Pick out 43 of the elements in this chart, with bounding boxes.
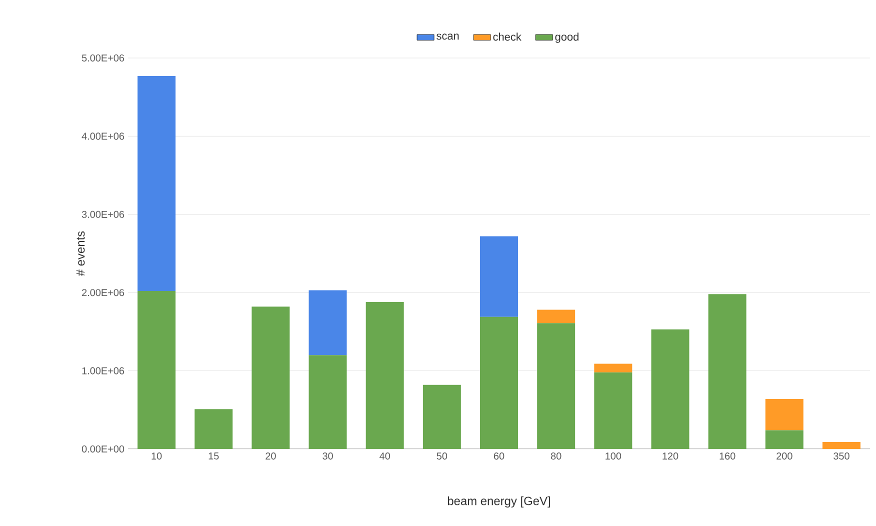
legend-label: good: [555, 32, 578, 43]
bar: [594, 372, 632, 449]
bar: [138, 76, 176, 292]
bar: [651, 329, 690, 449]
x-tick-label: 200: [776, 452, 792, 460]
x-tick-label: 15: [208, 452, 219, 460]
bar: [480, 316, 518, 449]
x-tick-label: 350: [834, 452, 850, 460]
legend-label: check: [493, 32, 522, 41]
y-tick-label: 1.00E+06: [82, 367, 124, 374]
bar: [366, 302, 404, 449]
x-tick-label: 40: [380, 452, 390, 460]
x-tick-label: 120: [662, 452, 678, 460]
bar: [765, 398, 804, 430]
bar: [708, 294, 746, 449]
bar: [194, 409, 233, 449]
x-tick-label: 160: [720, 452, 736, 460]
bar: [422, 384, 461, 449]
x-tick-label: 60: [494, 452, 504, 460]
x-tick-label: 20: [266, 452, 276, 460]
y-tick-label: 3.00E+06: [82, 210, 124, 218]
bar: [308, 290, 347, 356]
y-tick-label: 5.00E+06: [82, 54, 124, 62]
x-tick-label: 10: [152, 452, 162, 460]
y-axis-title: # events: [76, 231, 85, 276]
x-tick-label: 100: [606, 452, 622, 460]
bar: [480, 236, 518, 317]
x-tick-label: 50: [436, 452, 448, 460]
bar: [594, 364, 632, 372]
x-tick-label: 30: [322, 452, 333, 460]
bar: [138, 291, 176, 449]
y-tick-label: 4.00E+06: [82, 132, 124, 140]
bar: [822, 442, 860, 449]
y-tick-label: 0.00E+00: [82, 445, 124, 453]
x-axis-title: beam energy [GeV]: [448, 496, 550, 508]
bar: [252, 306, 290, 449]
bar: [308, 355, 347, 449]
legend-label: scan: [436, 34, 459, 40]
bar: [537, 323, 576, 449]
bar: [537, 310, 576, 324]
bar: [765, 430, 804, 449]
x-tick-label: 80: [550, 452, 562, 460]
y-tick-label: 2.00E+06: [82, 289, 124, 296]
